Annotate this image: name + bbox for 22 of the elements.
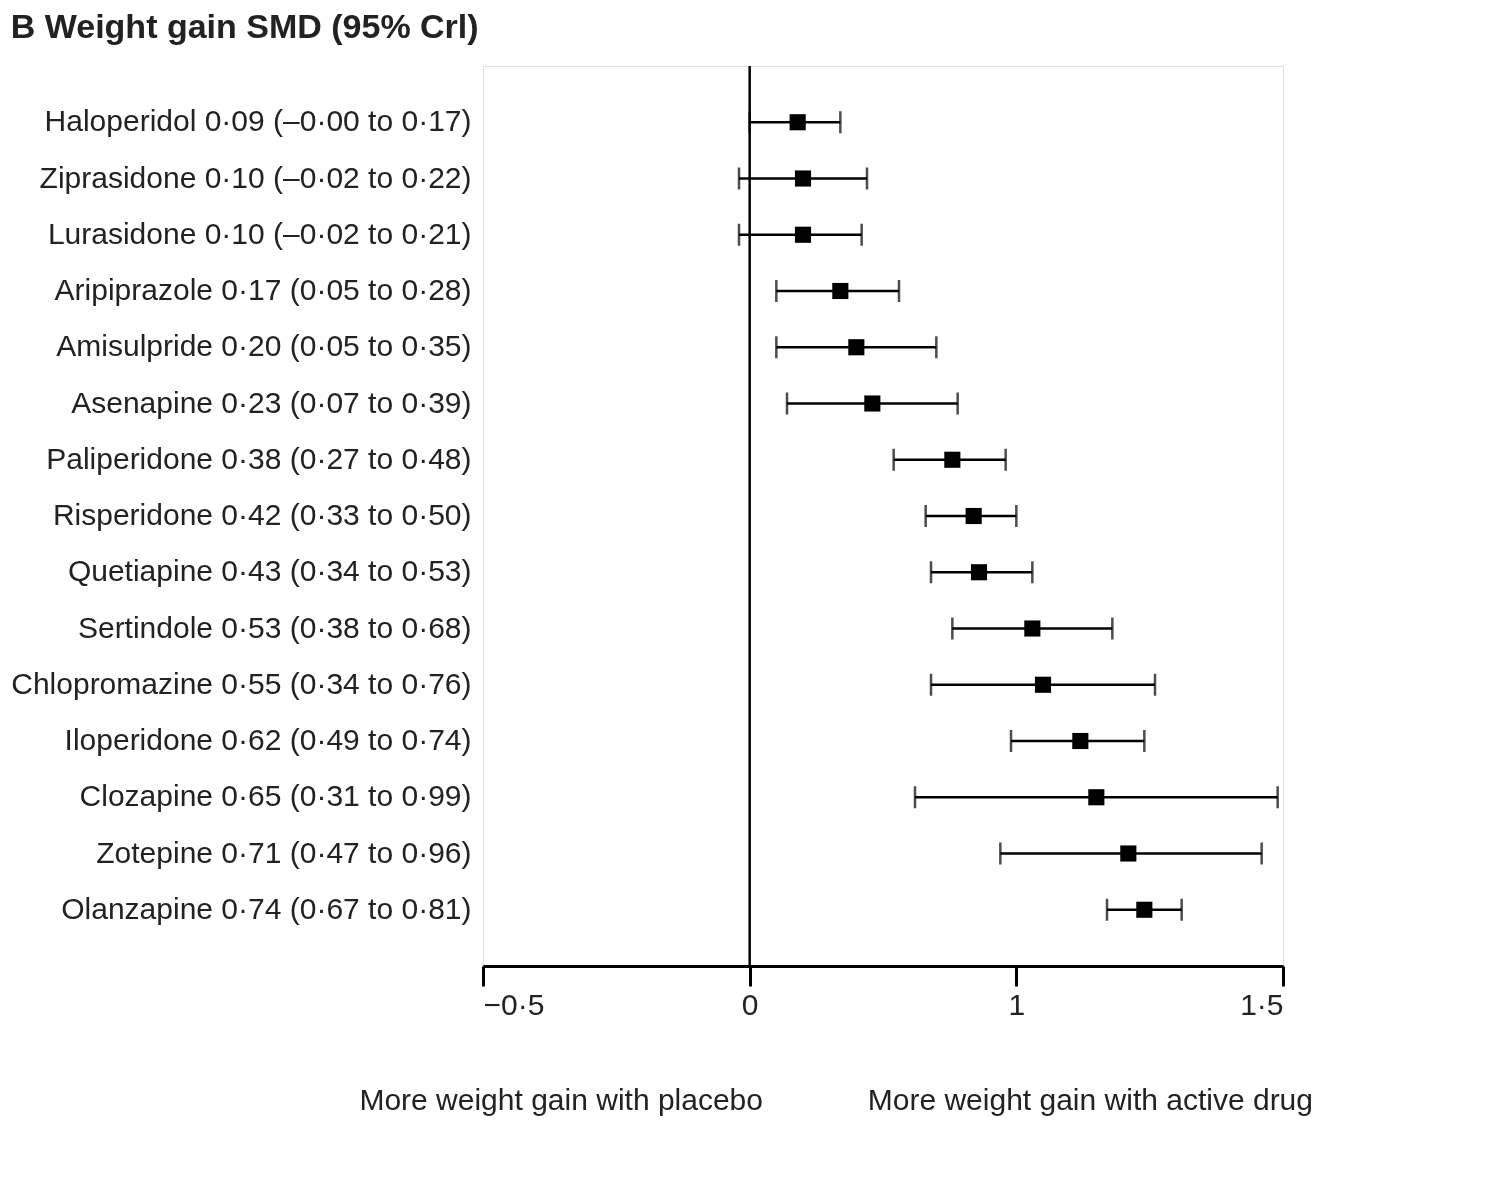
y-tick-label: Paliperidone 0·38 (0·27 to 0·48) xyxy=(46,441,472,475)
chart-title: B Weight gain SMD (95% Crl) xyxy=(10,6,479,45)
y-tick-label: Quetiapine 0·43 (0·34 to 0·53) xyxy=(67,554,472,588)
x-tick-label: −0·5 xyxy=(483,987,545,1021)
y-tick-label: Ziprasidone 0·10 (–0·02 to 0·22) xyxy=(39,160,472,194)
y-tick-label: Lurasidone 0·10 (–0·02 to 0·21) xyxy=(47,216,472,250)
y-tick-label: Iloperidone 0·62 (0·49 to 0·74) xyxy=(64,723,472,756)
text: More weight gain with placebo xyxy=(359,1083,763,1116)
y-tick-label: Amisulpride 0·20 (0·05 to 0·35) xyxy=(56,329,472,363)
y-tick-label: Zotepine 0·71 (0·47 to 0·96) xyxy=(96,835,472,869)
text: More weight gain with active drug xyxy=(867,1083,1313,1116)
x-tick-label: 1 xyxy=(1008,987,1026,1021)
y-tick-label: Risperidone 0·42 (0·33 to 0·50) xyxy=(52,498,472,531)
x-tick-label: 1·5 xyxy=(1240,987,1284,1021)
y-tick-label: Clozapine 0·65 (0·31 to 0·99) xyxy=(79,779,472,813)
y-tick-label: Asenapine 0·23 (0·07 to 0·39) xyxy=(71,385,472,419)
y-tick-label: Sertindole 0·53 (0·38 to 0·68) xyxy=(77,610,472,644)
y-tick-label: Chlopromazine 0·55 (0·34 to 0·76) xyxy=(11,666,472,700)
y-tick-label: Olanzapine 0·74 (0·67 to 0·81) xyxy=(61,891,472,925)
y-tick-label: Aripiprazole 0·17 (0·05 to 0·28) xyxy=(54,273,472,306)
x-tick-label: 0 xyxy=(741,987,759,1021)
y-tick-label: Haloperidol 0·09 (–0·00 to 0·17) xyxy=(44,104,472,138)
